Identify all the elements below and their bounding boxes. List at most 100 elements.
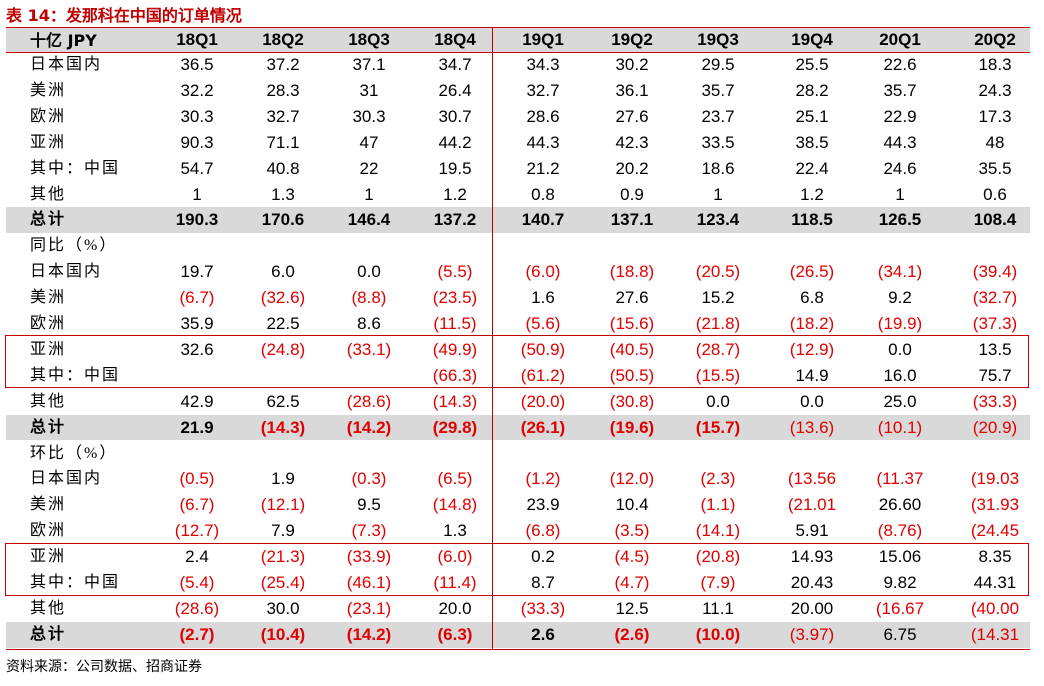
table-cell: 140.7 <box>521 210 565 230</box>
table-cell: (2.6) <box>614 624 650 644</box>
table-cell: 22.6 <box>883 55 917 74</box>
table-cell: 20.43 <box>790 573 834 592</box>
row-label: 其他 <box>30 185 67 203</box>
table-cell: 6.75 <box>883 624 917 644</box>
table-cell: 5.91 <box>795 521 829 541</box>
table-cell: 8.7 <box>531 573 555 592</box>
table-cell: (1.2) <box>525 469 561 489</box>
table-cell: 137.2 <box>433 210 477 230</box>
table-cell: (14.2) <box>346 624 392 644</box>
table-cell: (6.3) <box>437 624 473 644</box>
column-header: 19Q3 <box>697 30 739 49</box>
table-cell: (6.8) <box>525 521 561 541</box>
table-cell: 14.93 <box>790 547 834 567</box>
table-cell: (46.1) <box>346 573 392 592</box>
table-cell: 18.3 <box>978 55 1012 74</box>
row-label: 其中：中国 <box>30 366 121 384</box>
table-cell: (3.97) <box>789 624 835 644</box>
table-cell: 1 <box>192 184 202 204</box>
table-cell: 0.6 <box>983 184 1007 204</box>
table-cell: 23.7 <box>701 106 735 126</box>
table-cell: 47 <box>359 132 379 152</box>
table-cell: 1.2 <box>800 184 824 204</box>
table-cell: (28.7) <box>695 339 741 359</box>
table-cell: 10.4 <box>615 495 649 515</box>
table-cell: (23.1) <box>346 598 392 618</box>
table-cell: 190.3 <box>175 210 219 230</box>
table-cell: 11.1 <box>702 598 734 618</box>
table-cell: (6.0) <box>437 547 473 567</box>
table-cell: (33.9) <box>346 547 392 567</box>
table-cell: 2.6 <box>531 624 555 644</box>
table-cell: (7.3) <box>351 521 387 541</box>
table-cell: 25.1 <box>795 106 829 126</box>
table-cell: (49.9) <box>432 339 478 359</box>
table-cell: 54.7 <box>180 158 214 178</box>
table-cell: 34.7 <box>438 55 472 74</box>
table-cell: (19.6) <box>609 417 655 437</box>
table-cell: (13.56 <box>787 469 837 489</box>
table-cell: 25.0 <box>883 391 917 411</box>
table-cell: (14.3) <box>260 417 306 437</box>
table-cell: (5.4) <box>179 573 215 592</box>
table-cell: (6.5) <box>437 469 473 489</box>
table-cell: 19.7 <box>180 262 214 282</box>
table-cell: 1.2 <box>443 184 467 204</box>
table-cell: (19.9) <box>877 314 923 333</box>
total-row-bg <box>6 414 1030 441</box>
table-cell: (66.3) <box>432 365 478 385</box>
column-header: 20Q2 <box>974 30 1016 49</box>
table-cell: 33.5 <box>701 132 735 152</box>
table-cell: 18.6 <box>701 158 735 178</box>
table-cell: 42.9 <box>180 391 214 411</box>
table-cell: (20.0) <box>520 391 566 411</box>
table-cell: (4.7) <box>614 573 650 592</box>
table-cell: 20.0 <box>438 598 472 618</box>
table-cell: (50.5) <box>609 365 655 385</box>
table-cell: 108.4 <box>973 210 1017 230</box>
table-cell: 29.5 <box>701 55 735 74</box>
table-cell: (11.5) <box>433 314 477 333</box>
table-cell: (8.76) <box>877 521 923 541</box>
column-header: 19Q4 <box>791 30 833 49</box>
table-cell: 22.4 <box>795 158 829 178</box>
table-cell: 16.0 <box>883 365 917 385</box>
table-cell: 0.2 <box>531 547 555 567</box>
table-cell: (37.3) <box>972 314 1018 333</box>
table-cell: 30.0 <box>266 598 300 618</box>
column-header: 20Q1 <box>879 30 921 49</box>
table-cell: (2.3) <box>700 469 736 489</box>
table-cell: 13.5 <box>978 339 1012 359</box>
table-cell: 19.5 <box>438 158 472 178</box>
table-cell: 20.2 <box>615 158 649 178</box>
table-cell: 35.7 <box>701 80 735 100</box>
table-cell: 32.7 <box>526 80 560 100</box>
highlight-box <box>5 335 1029 388</box>
table-cell: 40.8 <box>266 158 300 178</box>
table-cell: (28.6) <box>174 598 220 618</box>
section-label: 环比（%） <box>30 444 118 462</box>
table-cell: 22.5 <box>266 314 300 333</box>
row-label: 欧洲 <box>30 315 67 332</box>
table-cell: (8.8) <box>351 288 387 308</box>
table-cell: 32.7 <box>266 106 300 126</box>
table-cell: 30.3 <box>352 106 386 126</box>
table-cell: 62.5 <box>266 391 300 411</box>
table-cell: 0.0 <box>800 391 824 411</box>
row-label: 美洲 <box>30 81 67 99</box>
table-cell: (7.9) <box>700 573 736 592</box>
table-cell: (10.0) <box>695 624 741 644</box>
row-label: 美洲 <box>30 289 67 307</box>
table-cell: (14.8) <box>432 495 478 515</box>
table-cell: (61.2) <box>520 365 566 385</box>
row-label: 亚洲 <box>30 548 67 566</box>
table-cell: 37.2 <box>266 55 300 74</box>
table-cell: (3.5) <box>614 521 650 541</box>
table-cell: (25.4) <box>260 573 306 592</box>
table-cell: 44.3 <box>526 132 560 152</box>
table-cell: 36.5 <box>180 55 214 74</box>
table-cell: (10.4) <box>260 624 306 644</box>
table-cell: (15.6) <box>609 314 655 333</box>
column-header: 18Q4 <box>434 30 476 49</box>
table-cell: (12.9) <box>789 339 835 359</box>
